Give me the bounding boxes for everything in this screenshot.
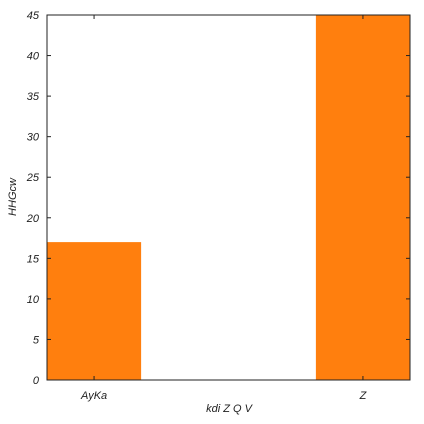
y-tick-labels: 0 5 10 15 20 25 30 35 40 45	[26, 10, 40, 387]
y-tick-label: 20	[26, 213, 40, 225]
bar	[47, 242, 142, 380]
y-tick-label: 40	[27, 51, 40, 63]
y-tick-label: 15	[27, 253, 40, 265]
y-tick-label: 0	[33, 375, 40, 387]
x-tick-label: Z	[359, 390, 368, 402]
y-tick-label: 25	[26, 172, 40, 184]
bars-layer	[47, 15, 410, 380]
y-axis-label: HHGcw	[7, 177, 19, 216]
x-axis-label: kdi Z Q V	[206, 403, 254, 415]
x-tick-label: AyKa	[80, 390, 107, 402]
bar	[315, 15, 410, 380]
plot-frame	[46, 14, 411, 381]
x-tick-labels: AyKa Z	[80, 390, 368, 402]
y-tick-label: 30	[27, 132, 40, 144]
y-tick-label: 35	[27, 91, 40, 103]
y-tick-label: 10	[27, 294, 40, 306]
y-tick-label: 5	[33, 334, 40, 346]
y-tick-label: 45	[27, 10, 40, 22]
